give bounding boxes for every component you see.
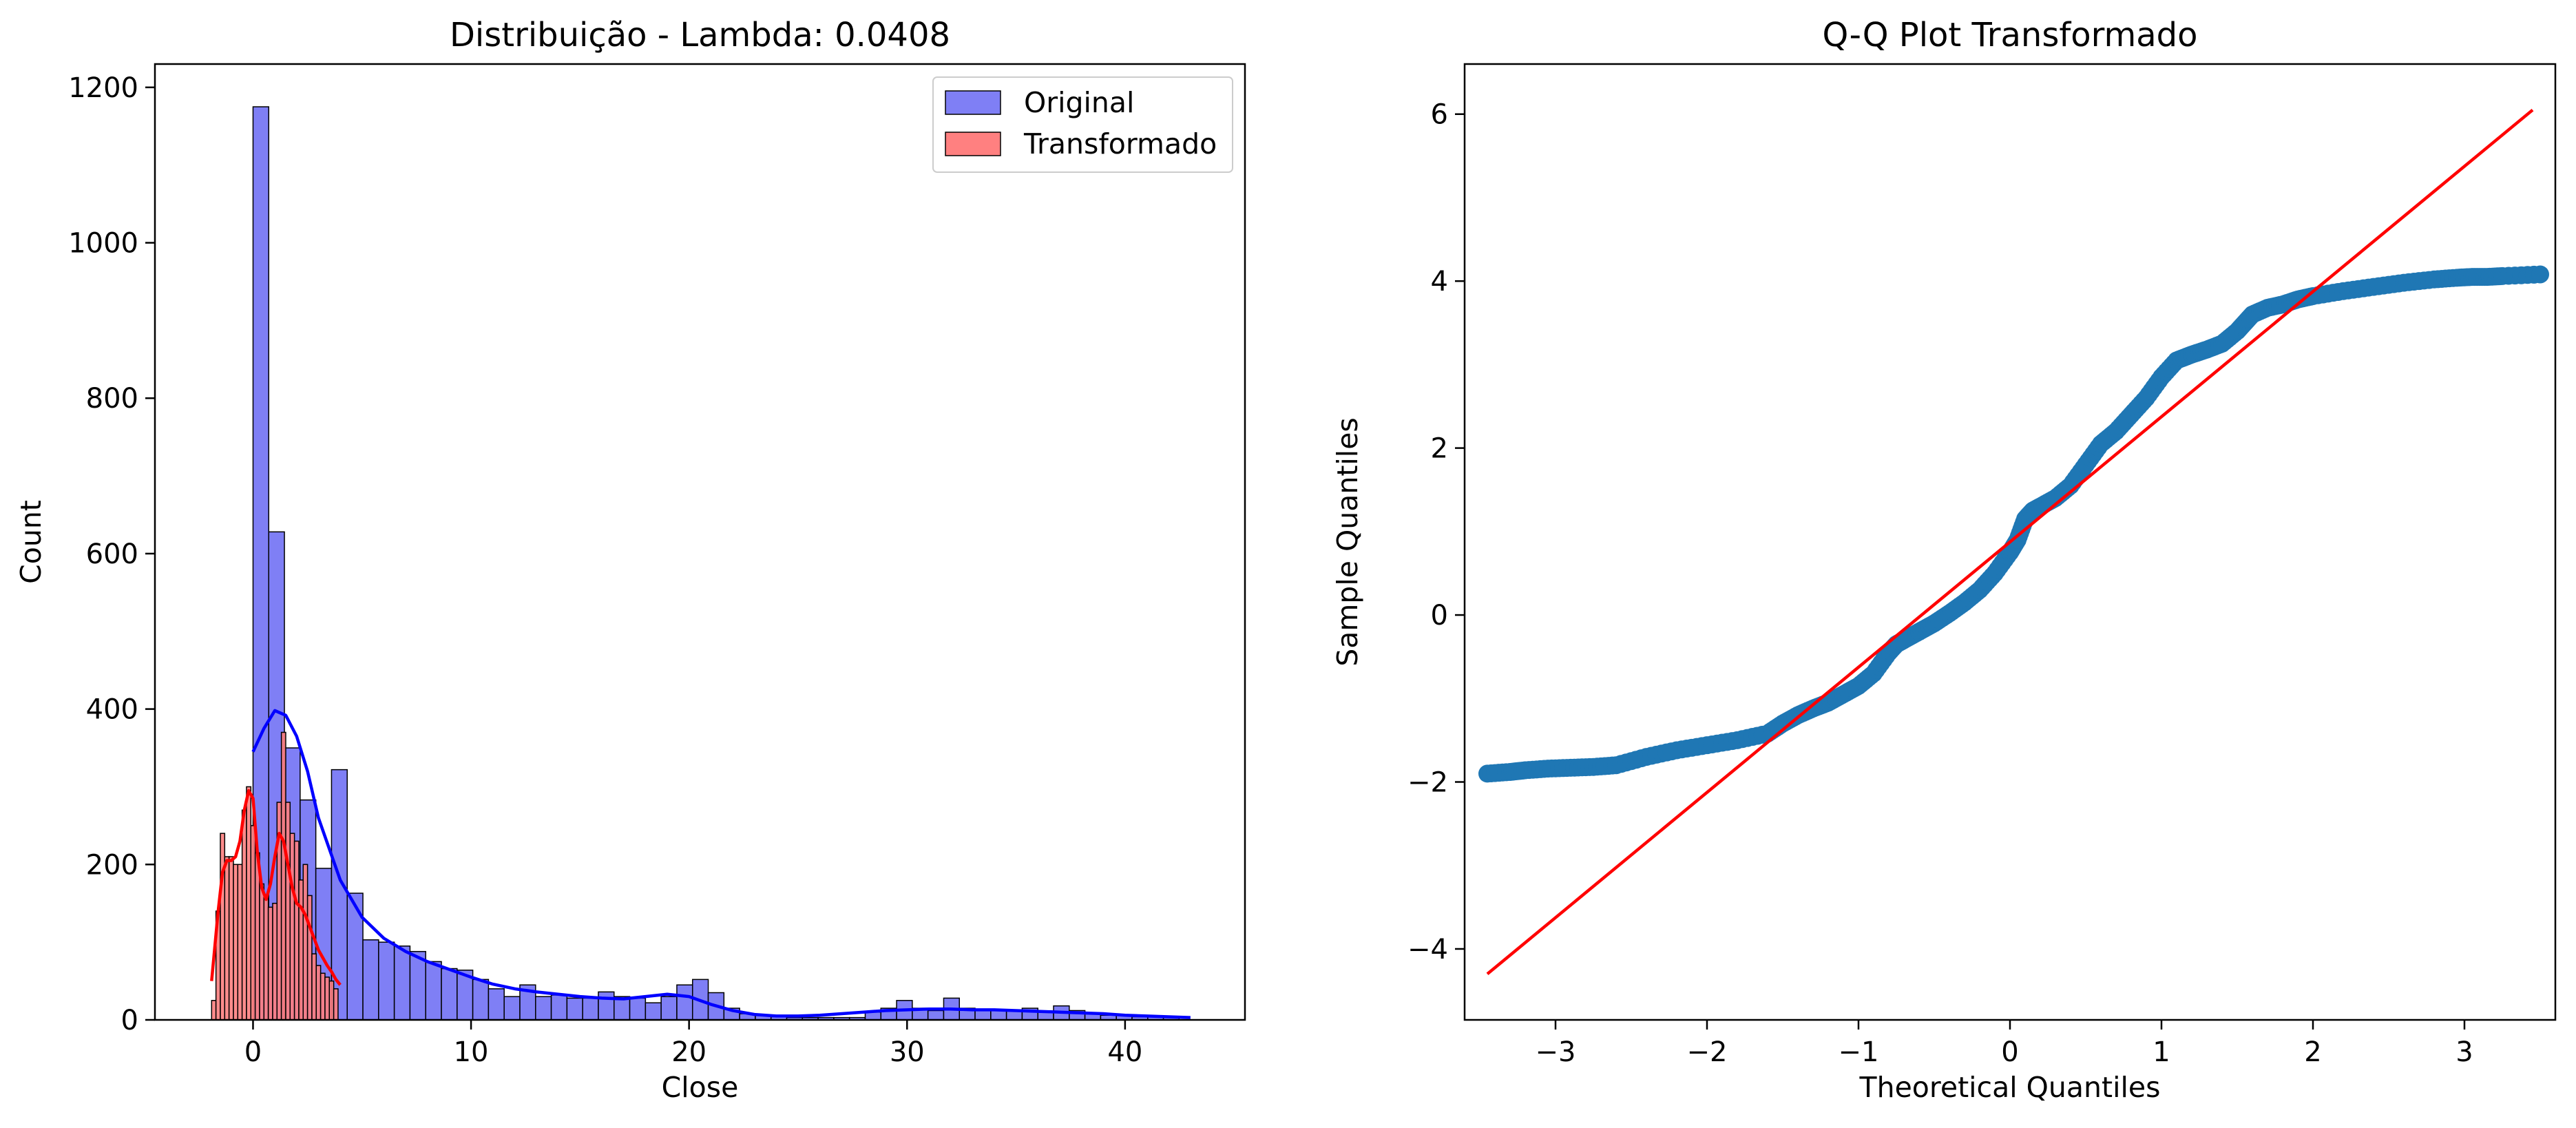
histogram-bar-transformado bbox=[220, 833, 226, 1021]
histogram-bar-transformado bbox=[328, 980, 335, 1021]
histogram-bar-original bbox=[378, 941, 395, 1021]
histogram-bar-transformado bbox=[315, 965, 322, 1021]
hist-y-tick-label: 800 bbox=[86, 383, 138, 415]
histogram-bar-original bbox=[629, 997, 647, 1021]
histogram-bar-transformado bbox=[267, 906, 273, 1021]
hist-x-tick-label: 10 bbox=[454, 1036, 489, 1068]
qq-x-tick-label: 0 bbox=[2001, 1036, 2018, 1068]
qq-y-ticks: −4 −2 0 2 4 6 bbox=[1407, 99, 1465, 965]
histogram-bar-transformado bbox=[224, 856, 230, 1021]
hist-y-tick-label: 1000 bbox=[68, 228, 138, 260]
hist-x-tick-label: 40 bbox=[1107, 1036, 1142, 1068]
histogram-bar-transformado bbox=[311, 953, 317, 1021]
histogram-bar-transformado bbox=[233, 864, 239, 1021]
hist-y-tick-label: 400 bbox=[86, 694, 138, 726]
qq-sample-point bbox=[2531, 265, 2549, 284]
histogram-axes-frame bbox=[154, 63, 1246, 1021]
histogram-bar-original bbox=[550, 994, 568, 1021]
hist-x-tick-label: 20 bbox=[671, 1036, 706, 1068]
histogram-bar-original bbox=[362, 939, 379, 1021]
hist-y-tick-label: 600 bbox=[86, 539, 138, 570]
histogram-bar-original bbox=[645, 1002, 662, 1021]
histogram-bar-original bbox=[660, 996, 678, 1021]
histogram-bar-transformado bbox=[289, 833, 295, 1021]
histogram-bar-original bbox=[409, 950, 426, 1021]
qq-x-tick-label: 2 bbox=[2304, 1036, 2321, 1068]
histogram-bar-transformado bbox=[250, 825, 256, 1021]
legend-label-transformado: Transformado bbox=[1023, 127, 1217, 160]
histogram-bar-original bbox=[535, 996, 552, 1021]
qq-y-tick-label: −2 bbox=[1407, 767, 1448, 799]
qq-x-tick-label: 3 bbox=[2455, 1036, 2473, 1068]
histogram-bar-original bbox=[441, 968, 458, 1021]
qq-plot-panel: Q-Q Plot Transformado −3 −2 −1 0 1 2 3 −4 −2 0 2 4… bbox=[1331, 16, 2557, 1104]
histogram-bar-original bbox=[425, 961, 442, 1021]
qq-y-tick-label: 0 bbox=[1431, 600, 1448, 631]
qq-plot-title: Q-Q Plot Transformado bbox=[1823, 16, 2198, 54]
histogram-bar-original bbox=[598, 991, 615, 1021]
histogram-bar-transformado bbox=[228, 856, 234, 1021]
histogram-bar-transformado bbox=[333, 988, 339, 1021]
histogram-bar-transformado bbox=[324, 976, 331, 1021]
histogram-bar-original bbox=[990, 1010, 1007, 1021]
histogram-bar-original bbox=[488, 988, 505, 1021]
hist-x-tick-label: 30 bbox=[890, 1036, 925, 1068]
histogram-bar-transformado bbox=[320, 972, 326, 1021]
histogram-bar-original bbox=[676, 984, 693, 1021]
histogram-bar-transformado bbox=[254, 852, 260, 1021]
histogram-bar-transformado bbox=[272, 902, 278, 1021]
legend-swatch-transformado bbox=[945, 132, 1001, 156]
histogram-x-ticks: 0 10 20 30 40 bbox=[244, 1020, 1142, 1068]
legend-label-original: Original bbox=[1024, 86, 1134, 119]
qq-x-tick-label: 1 bbox=[2153, 1036, 2170, 1068]
histogram-bar-transformado bbox=[237, 864, 243, 1021]
histogram-bar-original bbox=[472, 979, 490, 1021]
histogram-bar-original bbox=[974, 1010, 992, 1021]
histogram-bar-transformado bbox=[211, 1000, 217, 1021]
histogram-bar-transformado bbox=[241, 809, 247, 1021]
qq-y-tick-label: 6 bbox=[1431, 99, 1448, 131]
histogram-bar-original bbox=[393, 946, 411, 1021]
histogram-y-ticks: 0 200 400 600 800 1000 1200 bbox=[68, 72, 155, 1036]
histogram-bar-transformado bbox=[293, 840, 300, 1021]
histogram-bar-original bbox=[566, 997, 583, 1021]
histogram-y-axis-label: Count bbox=[14, 500, 48, 584]
qq-y-tick-label: 2 bbox=[1431, 433, 1448, 465]
histogram-bar-transformado bbox=[306, 895, 313, 1021]
histogram-title: Distribuição - Lambda: 0.0408 bbox=[450, 16, 950, 54]
histogram-bar-original bbox=[927, 1010, 945, 1021]
kde-line-transformado bbox=[210, 788, 342, 986]
qq-x-tick-label: −1 bbox=[1839, 1036, 1879, 1068]
histogram-bar-transformado bbox=[302, 864, 308, 1021]
hist-y-tick-label: 200 bbox=[86, 849, 138, 881]
histogram-panel: Distribuição - Lambda: 0.0408 0 10 20 30 40 … bbox=[14, 16, 1246, 1104]
qq-y-tick-label: 4 bbox=[1431, 266, 1448, 297]
histogram-legend: Original Transformado bbox=[932, 76, 1233, 173]
hist-y-tick-label: 0 bbox=[121, 1005, 138, 1036]
hist-x-tick-label: 0 bbox=[244, 1036, 262, 1068]
kde-line-original bbox=[251, 709, 1191, 1019]
histogram-bar-transformado bbox=[298, 879, 304, 1021]
qq-plot-area bbox=[1478, 108, 2549, 976]
qq-x-ticks: −3 −2 −1 0 1 2 3 bbox=[1536, 1020, 2473, 1068]
legend-swatch-original bbox=[945, 90, 1001, 115]
qq-x-tick-label: −2 bbox=[1687, 1036, 1728, 1068]
legend-frame bbox=[932, 76, 1233, 173]
histogram-bar-transformado bbox=[259, 883, 265, 1021]
qq-x-axis-label: Theoretical Quantiles bbox=[1859, 1071, 2161, 1104]
histogram-bar-transformado bbox=[285, 802, 291, 1021]
histogram-bar-transformado bbox=[263, 895, 269, 1021]
qq-x-tick-label: −3 bbox=[1536, 1036, 1576, 1068]
histogram-bar-transformado bbox=[246, 786, 252, 1021]
histogram-bar-original bbox=[503, 996, 521, 1021]
hist-y-tick-label: 1200 bbox=[68, 72, 138, 104]
histogram-x-axis-label: Close bbox=[662, 1071, 739, 1104]
qq-y-axis-label: Sample Quantiles bbox=[1331, 417, 1364, 667]
histogram-bar-original bbox=[582, 997, 599, 1021]
qq-reference-line bbox=[1486, 108, 2534, 976]
histogram-bar-transformado bbox=[280, 731, 286, 1021]
qq-y-tick-label: −4 bbox=[1407, 934, 1448, 965]
